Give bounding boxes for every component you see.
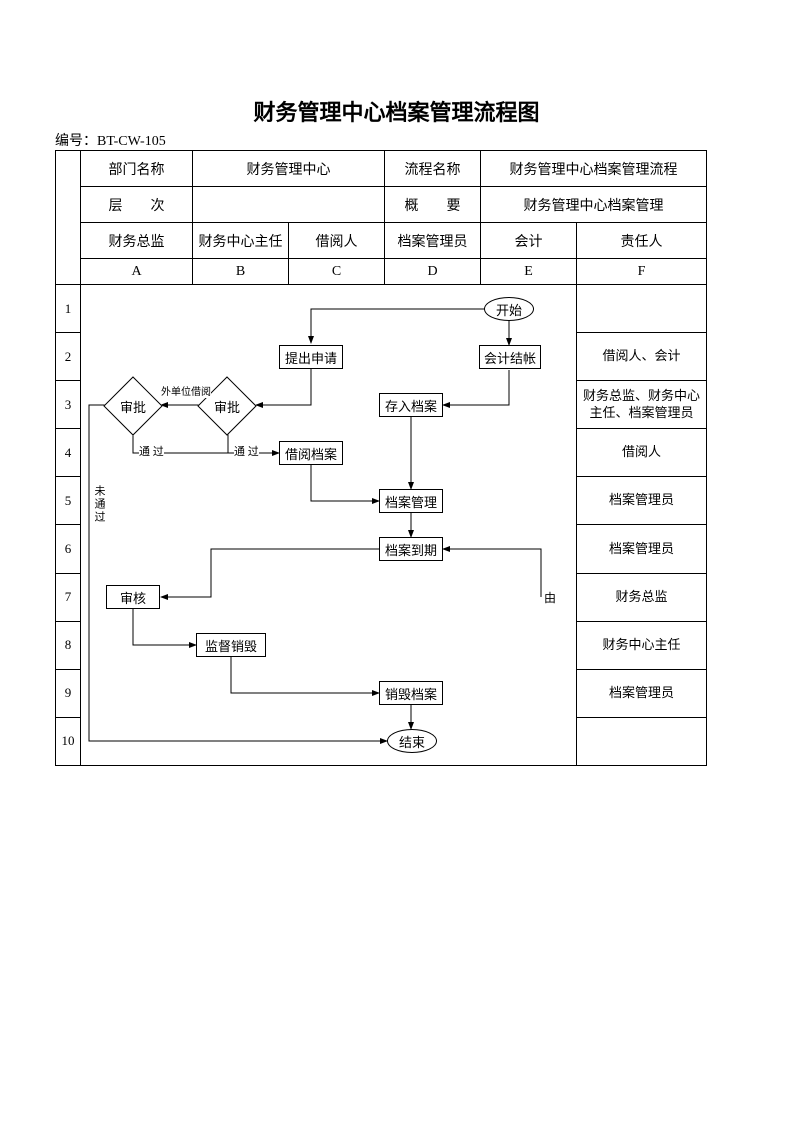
role-E: 会计 (481, 223, 577, 259)
col-F-letter: F (577, 259, 707, 285)
row-idx-7: 7 (56, 573, 81, 621)
label-pass-a: 通 过 (139, 443, 164, 459)
row-idx-2: 2 (56, 333, 81, 381)
node-store: 存入档案 (379, 393, 443, 417)
flow-row-1: 1 (56, 285, 707, 333)
row-idx-6: 6 (56, 525, 81, 573)
col-A-letter: A (81, 259, 193, 285)
node-supervise: 监督销毁 (196, 633, 266, 657)
row-idx-3: 3 (56, 381, 81, 429)
col-C-letter: C (289, 259, 385, 285)
dept-label: 部门名称 (81, 151, 193, 187)
node-expire: 档案到期 (379, 537, 443, 561)
proc-name-label: 流程名称 (385, 151, 481, 187)
overview-label: 概 要 (385, 187, 481, 223)
doc-id: 编号：BT-CW-105 (55, 130, 166, 150)
resp-7: 财务总监 (577, 573, 707, 621)
resp-2: 借阅人、会计 (577, 333, 707, 381)
label-you: 由 (544, 589, 556, 606)
node-approve-b-label: 审批 (206, 385, 248, 427)
row-idx-4: 4 (56, 429, 81, 477)
col-B-letter: B (193, 259, 289, 285)
overview-value: 财务管理中心档案管理 (481, 187, 707, 223)
doc-id-value: BT-CW-105 (97, 134, 166, 149)
node-start: 开始 (484, 297, 534, 321)
header-row-2: 层 次 概 要 财务管理中心档案管理 (56, 187, 707, 223)
label-fail: 未通过 (91, 485, 107, 524)
row-idx-8: 8 (56, 621, 81, 669)
resp-5: 档案管理员 (577, 477, 707, 525)
node-end: 结束 (387, 729, 437, 753)
level-value (193, 187, 385, 223)
resp-6: 档案管理员 (577, 525, 707, 573)
resp-8: 财务中心主任 (577, 621, 707, 669)
label-pass-b: 通 过 (234, 443, 259, 459)
node-audit: 审核 (106, 585, 160, 609)
node-approve-a: 审批 (112, 385, 154, 427)
role-C: 借阅人 (289, 223, 385, 259)
proc-name-value: 财务管理中心档案管理流程 (481, 151, 707, 187)
node-approve-b: 审批 (206, 385, 248, 427)
col-D-letter: D (385, 259, 481, 285)
label-external: 外单位借阅 (161, 383, 211, 398)
resp-4: 借阅人 (577, 429, 707, 477)
page-title: 财务管理中心档案管理流程图 (0, 95, 793, 127)
row-idx-5: 5 (56, 477, 81, 525)
doc-id-label: 编号： (55, 134, 97, 149)
col-E-letter: E (481, 259, 577, 285)
process-table: 部门名称 财务管理中心 流程名称 财务管理中心档案管理流程 层 次 概 要 财务… (55, 150, 707, 766)
role-A: 财务总监 (81, 223, 193, 259)
node-manage: 档案管理 (379, 489, 443, 513)
role-B: 财务中心主任 (193, 223, 289, 259)
header-row-1: 部门名称 财务管理中心 流程名称 财务管理中心档案管理流程 (56, 151, 707, 187)
row-idx-10: 10 (56, 717, 81, 765)
dept-value: 财务管理中心 (193, 151, 385, 187)
node-apply: 提出申请 (279, 345, 343, 369)
level-label: 层 次 (81, 187, 193, 223)
roles-row: 财务总监 财务中心主任 借阅人 档案管理员 会计 责任人 (56, 223, 707, 259)
col-letters-row: A B C D E F (56, 259, 707, 285)
resp-9: 档案管理员 (577, 669, 707, 717)
resp-3: 财务总监、财务中心主任、档案管理员 (577, 381, 707, 429)
node-borrow: 借阅档案 (279, 441, 343, 465)
role-D: 档案管理员 (385, 223, 481, 259)
role-F: 责任人 (577, 223, 707, 259)
row-idx-1: 1 (56, 285, 81, 333)
row-idx-9: 9 (56, 669, 81, 717)
flowchart-area: 开始 会计结帐 提出申请 存入档案 审批 审批 借阅档案 档案管理 档案到期 审… (81, 285, 576, 765)
node-destroy: 销毁档案 (379, 681, 443, 705)
node-accounting: 会计结帐 (479, 345, 541, 369)
node-approve-a-label: 审批 (112, 385, 154, 427)
